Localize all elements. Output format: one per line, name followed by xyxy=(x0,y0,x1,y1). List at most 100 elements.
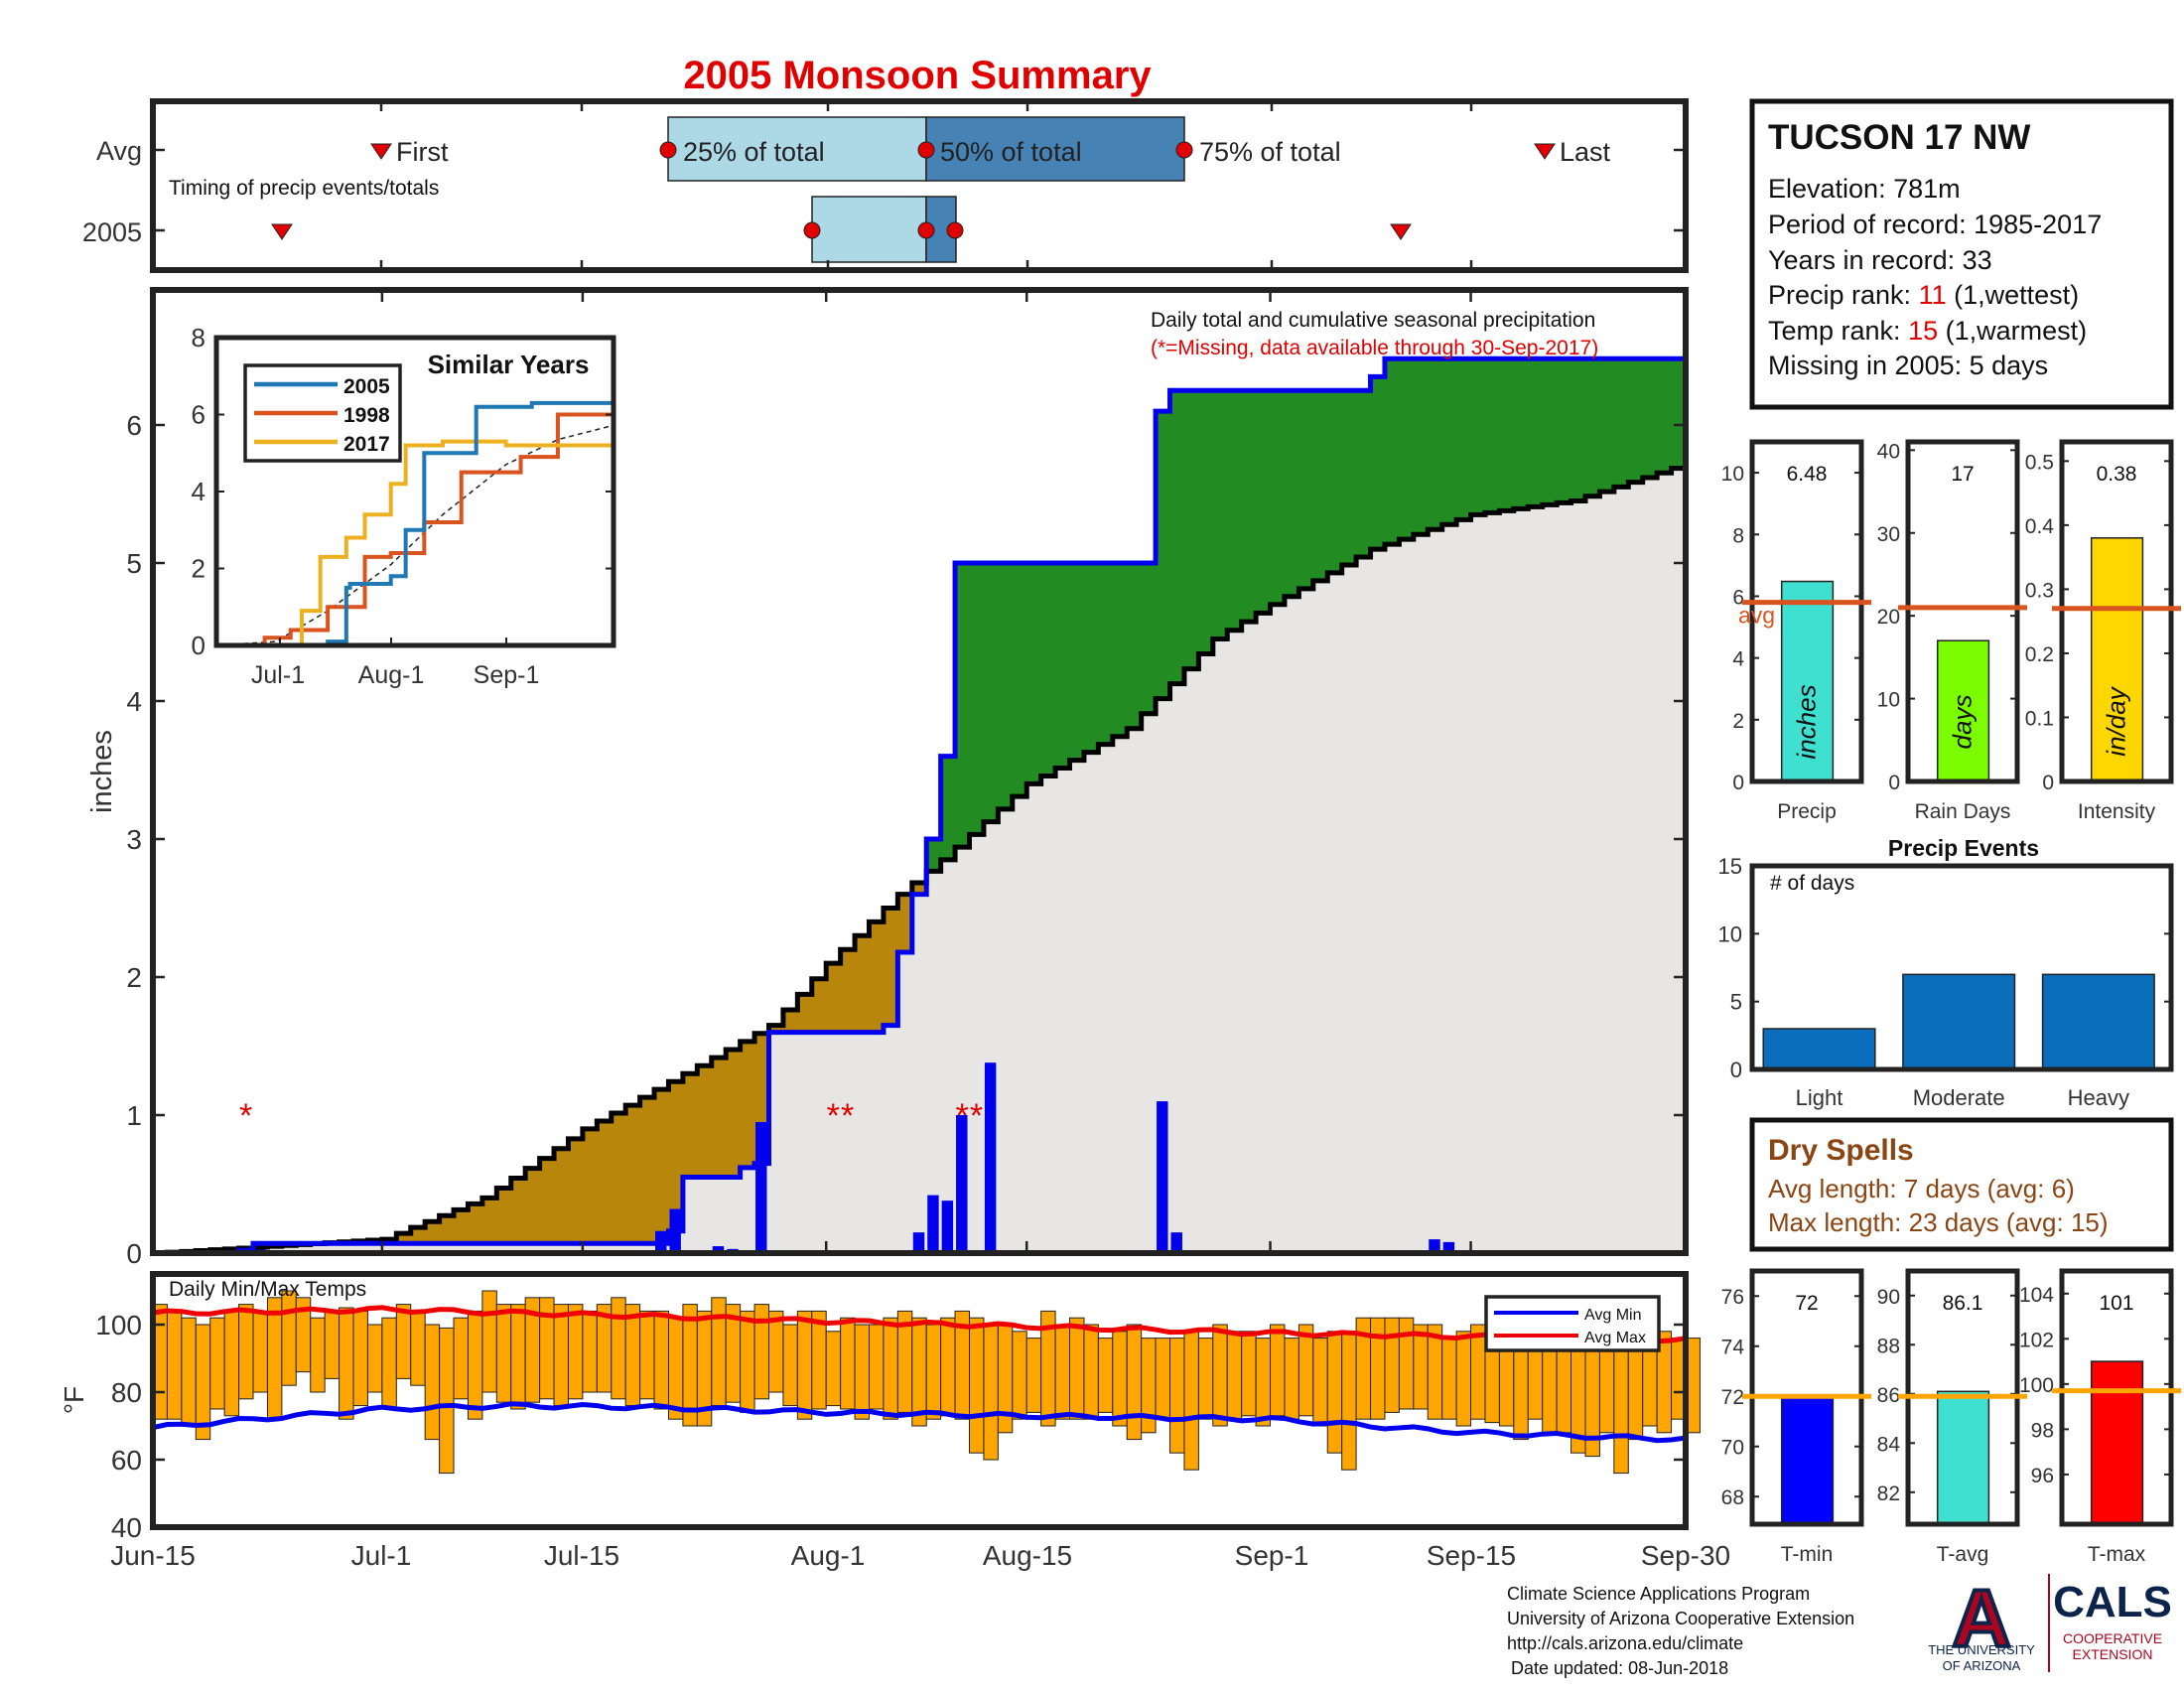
daily-temp-bar xyxy=(639,1310,655,1400)
y-tick-label: 4 xyxy=(126,686,142,717)
avg-last-marker xyxy=(1534,143,1556,160)
daily-temp-bar xyxy=(266,1297,283,1420)
daily-temp-bar xyxy=(310,1317,326,1393)
similar-avg-line xyxy=(215,424,614,646)
tmin-panel-tick-label: 68 xyxy=(1721,1486,1744,1509)
daily-temp-bar xyxy=(983,1324,999,1461)
cals-logo: CALS COOPERATIVE EXTENSION xyxy=(2053,1578,2172,1662)
daily-temp-bar xyxy=(209,1317,225,1410)
tmax-panel-x-label: T-max xyxy=(2088,1543,2146,1566)
y-tick-label: 5 xyxy=(126,548,142,579)
avg-cumulative-area xyxy=(153,463,1686,1253)
daily-precip-bar xyxy=(1157,1101,1168,1253)
avg-p75-label: 75% of total xyxy=(1199,137,1341,167)
main-legend-title: Daily total and cumulative seasonal prec… xyxy=(1151,309,1595,332)
daily-temp-bar xyxy=(252,1310,268,1393)
daily-temp-bar xyxy=(1012,1331,1027,1420)
daily-precip-bar xyxy=(984,1062,997,1253)
daily-temp-bar xyxy=(1326,1331,1343,1454)
footer-line1: Climate Science Applications Program xyxy=(1507,1584,1810,1604)
cals-sub1: COOPERATIVE xyxy=(2063,1630,2162,1646)
temp-y-tick-label: 100 xyxy=(95,1310,142,1340)
precip-rank-value: 11 xyxy=(1919,280,1947,310)
tavg-panel: 82 84 86 88 90 86.1 T-avg xyxy=(1877,1268,2027,1566)
daily-temp-bar xyxy=(767,1310,784,1393)
events-y-tick-label: 15 xyxy=(1718,854,1742,879)
events-x-label: Heavy xyxy=(2068,1085,2129,1110)
daily-temp-bar xyxy=(1112,1331,1128,1427)
intensity-panel-tick-label: 0.2 xyxy=(2025,643,2054,666)
daily-temp-bar xyxy=(1212,1324,1228,1427)
daily-temp-bar xyxy=(1284,1338,1299,1420)
dry-spells-box: Dry Spells Avg length: 7 days (avg: 6) M… xyxy=(1749,1117,2174,1252)
xtick-jul1: Jul-1 xyxy=(351,1540,412,1571)
daily-temp-bar xyxy=(339,1307,354,1420)
station-missing: Missing in 2005: 5 days xyxy=(1768,351,2048,380)
missing-marker: * xyxy=(239,1097,252,1135)
daily-temp-bar xyxy=(969,1317,985,1454)
daily-temp-bar xyxy=(624,1304,641,1407)
precip-panel-frame xyxy=(1749,439,1864,784)
inset-y-tick-label: 2 xyxy=(192,554,205,584)
intensity-panel-tick-label: 0.1 xyxy=(2025,707,2054,730)
daily-precip-bar xyxy=(956,1115,968,1253)
daily-temp-bar xyxy=(854,1324,870,1420)
daily-temp-bar xyxy=(811,1310,827,1410)
x-axis-ticks: Jun-15 Jul-1 Jul-15 Aug-1 Aug-15 Sep-1 S… xyxy=(110,1540,1730,1571)
daily-temp-bar xyxy=(1025,1338,1042,1413)
daily-temp-bar xyxy=(940,1317,956,1417)
daily-temp-bar xyxy=(840,1317,856,1410)
daily-precip-bar xyxy=(1442,1241,1455,1253)
events-y-ticks: 0 5 10 15 xyxy=(1718,854,2171,1082)
year-p50-marker xyxy=(917,221,935,239)
intensity-panel-value-label: 0.38 xyxy=(2097,463,2137,486)
event-bar xyxy=(1762,1028,1876,1070)
daily-temp-bar xyxy=(1241,1331,1257,1417)
avg-last-label: Last xyxy=(1560,137,1611,167)
tmin-panel-value-label: 72 xyxy=(1795,1292,1818,1315)
station-temp-rank: Temp rank: 15 (1,warmest) xyxy=(1768,316,2087,346)
daily-temp-bar xyxy=(510,1304,526,1410)
similar-years-inset: 0 2 4 6 8 Jul-1 Aug-1 Sep-1 Similar Years 20… xyxy=(192,323,616,689)
tmin-panel-x-label: T-min xyxy=(1781,1543,1834,1566)
station-elevation: Elevation: 781m xyxy=(1768,174,1961,204)
events-x-label: Light xyxy=(1796,1085,1843,1110)
daily-temp-bar xyxy=(1183,1331,1199,1471)
daily-temp-bar xyxy=(1069,1317,1085,1420)
tmin-panel-bar xyxy=(1780,1395,1835,1525)
station-period: Period of record: 1985-2017 xyxy=(1768,210,2102,239)
daily-temp-bar xyxy=(1126,1324,1143,1441)
raindays-panel-tick-label: 0 xyxy=(1888,772,1900,794)
station-years: Years in record: 33 xyxy=(1768,245,1992,275)
main-legend-note: (*=Missing, data available through 30-Se… xyxy=(1151,337,1598,359)
precip-events-panel: Precip Events 0 5 10 15 # of days Light Mode… xyxy=(1718,835,2174,1110)
inset-xtick-jul: Jul-1 xyxy=(251,661,305,689)
daily-temp-bar xyxy=(366,1324,383,1393)
y-tick-label: 3 xyxy=(126,824,142,855)
similar-2005-line xyxy=(216,395,615,647)
precip-rank-prefix: Precip rank: xyxy=(1768,280,1919,310)
intensity-panel-tick-label: 0.5 xyxy=(2025,451,2054,474)
daily-temp-bar xyxy=(1455,1331,1472,1427)
tavg-panel-value-label: 86.1 xyxy=(1943,1292,1983,1315)
intensity-panel-bar xyxy=(2090,537,2144,782)
cumulative-2005-line xyxy=(153,355,1686,1256)
cals-wordmark: CALS xyxy=(2053,1578,2172,1626)
daily-temp-bar xyxy=(582,1310,598,1393)
temp-y-ticks: 40 60 80 100 xyxy=(95,1310,1686,1543)
dry-spells-max: Max length: 23 days (avg: 15) xyxy=(1768,1207,2109,1237)
timing-row-avg-label: Avg xyxy=(96,136,142,166)
daily-temp-bar xyxy=(166,1310,183,1420)
tmin-panel-tick-label: 70 xyxy=(1721,1437,1744,1460)
temp-legend-box xyxy=(1484,1295,1661,1352)
events-y-tick-label: 10 xyxy=(1718,921,1742,946)
tmax-panel-value-label: 101 xyxy=(2099,1292,2133,1315)
avg-box-50-75 xyxy=(925,116,1185,182)
timing-row-year-label: 2005 xyxy=(82,217,142,247)
missing-marker: * xyxy=(970,1097,983,1135)
daily-precip-bar xyxy=(712,1246,725,1253)
temp-rank-value: 15 xyxy=(1908,316,1938,346)
event-bar xyxy=(2041,973,2155,1070)
daily-temp-bar xyxy=(883,1317,898,1420)
